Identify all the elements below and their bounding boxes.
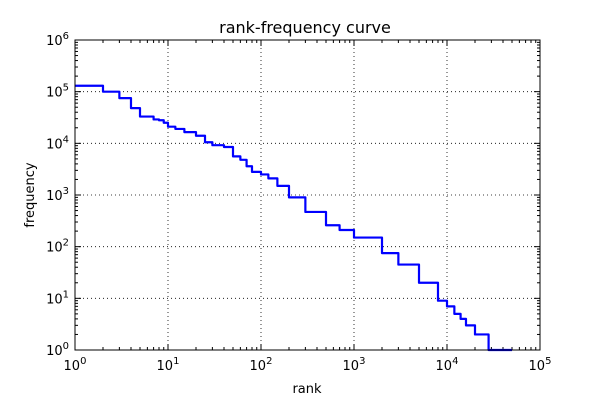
grid-lines (75, 40, 540, 350)
plot-frame (74, 39, 541, 351)
y-tick-label: 103 (46, 186, 69, 204)
y-tick-label: 105 (46, 83, 69, 101)
y-tick-label: 106 (46, 31, 69, 49)
chart-title: rank-frequency curve (219, 18, 391, 37)
y-axis-label: frequency (23, 162, 38, 228)
x-tick-label: 103 (343, 356, 366, 374)
y-tick-label: 101 (46, 289, 69, 307)
x-axis-label: rank (292, 382, 322, 397)
y-tick-label: 104 (46, 134, 69, 152)
x-tick-label: 105 (529, 356, 552, 374)
y-tick-label: 102 (46, 238, 69, 256)
x-tick-label: 101 (157, 356, 180, 374)
series-line (75, 84, 512, 352)
y-tick-label: 100 (46, 341, 69, 359)
x-tick-label: 104 (436, 356, 459, 374)
x-tick-label: 102 (250, 356, 273, 374)
x-tick-label: 100 (64, 356, 87, 374)
